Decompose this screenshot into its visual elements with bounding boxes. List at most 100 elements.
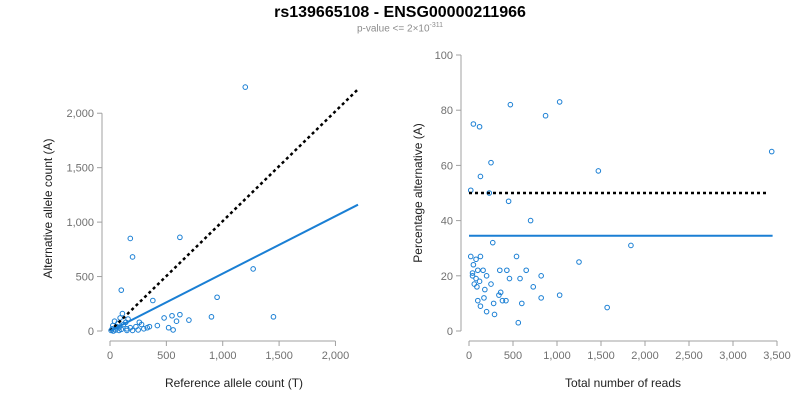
chart-panel-1: 0 500 1,000 1,500 2,000 0 500 1,000 1,500 2,000 Re… — [41, 84, 359, 390]
data-point — [489, 239, 496, 246]
data-point — [488, 281, 494, 287]
data-point — [124, 326, 130, 332]
data-point — [124, 327, 130, 334]
data-point — [519, 300, 525, 307]
data-point — [768, 148, 775, 155]
data-point — [538, 273, 544, 279]
data-point — [471, 281, 478, 287]
data-point — [119, 310, 126, 317]
data-point — [186, 317, 192, 323]
y-axis-label: Percentage alternative (A) — [411, 123, 425, 262]
data-point — [208, 314, 215, 320]
x-tick-label: 2,000 — [322, 350, 350, 362]
data-point — [108, 327, 114, 334]
data-point — [475, 267, 481, 274]
data-point — [527, 217, 534, 224]
y-tick-label: 20 — [441, 271, 453, 283]
data-point — [507, 101, 514, 108]
data-point — [141, 326, 147, 332]
x-tick-label: 1,500 — [265, 350, 293, 362]
data-point — [523, 267, 530, 274]
data-point — [483, 273, 490, 279]
data-point — [470, 261, 477, 268]
x-axis-label: Reference allele count (T) — [165, 376, 303, 390]
data-point — [161, 315, 167, 321]
data-point — [477, 253, 484, 260]
data-point — [515, 319, 522, 326]
data-point — [538, 295, 544, 301]
x-tick-label: 0 — [107, 350, 113, 362]
data-point — [477, 173, 484, 180]
data-point — [517, 275, 523, 282]
data-point — [530, 284, 537, 290]
fit-line — [109, 203, 359, 332]
data-point — [504, 267, 510, 274]
data-point — [173, 318, 180, 325]
data-point — [270, 314, 277, 320]
x-tick-label: 1,000 — [209, 350, 237, 362]
data-point — [476, 278, 483, 285]
data-point — [129, 254, 136, 260]
y-tick-label: 0 — [88, 326, 94, 338]
data-point — [483, 308, 490, 315]
data-point — [576, 259, 582, 265]
x-axis-label: Total number of reads — [565, 376, 681, 390]
data-point — [170, 327, 176, 333]
data-point — [595, 168, 602, 174]
data-point — [117, 315, 123, 321]
data-point — [604, 304, 610, 311]
data-point — [154, 322, 161, 329]
data-point — [127, 235, 134, 242]
data-point — [473, 256, 479, 263]
y-tick-label: 1,500 — [66, 163, 94, 175]
y-axis-label: Alternative allele count (A) — [41, 138, 55, 278]
data-point — [470, 121, 477, 127]
data-point — [505, 198, 512, 205]
y-tick-label: 100 — [435, 50, 453, 62]
data-point — [177, 311, 183, 318]
y-tick-label: 80 — [441, 105, 453, 117]
data-point — [497, 267, 503, 274]
y-tick-label: 0 — [447, 326, 453, 338]
data-point — [486, 190, 493, 196]
chart-title: rs139665108 - ENSG00000211966 — [274, 4, 526, 21]
data-point — [473, 275, 479, 282]
data-point — [475, 297, 481, 304]
x-tick-label: 2,000 — [631, 350, 659, 362]
data-point — [214, 294, 220, 301]
x-tick-label: 3,000 — [719, 350, 747, 362]
data-point — [490, 300, 497, 307]
data-point — [469, 270, 476, 276]
data-point — [169, 312, 175, 319]
data-point — [474, 284, 480, 290]
data-point — [469, 273, 476, 279]
data-point — [133, 323, 139, 330]
reference-line — [109, 88, 359, 332]
x-tick-label: 500 — [157, 350, 175, 362]
y-tick-label: 2,000 — [66, 108, 94, 120]
data-point — [477, 303, 484, 309]
data-point — [503, 297, 509, 304]
data-point — [250, 266, 256, 272]
y-tick-label: 60 — [441, 160, 453, 172]
data-point — [499, 297, 506, 304]
data-point — [165, 324, 172, 331]
data-point — [467, 253, 474, 260]
data-point — [497, 289, 504, 296]
data-point — [491, 311, 498, 318]
x-tick-label: 1,000 — [543, 350, 571, 362]
data-point — [476, 123, 483, 130]
data-point — [506, 275, 513, 282]
y-tick-label: 40 — [441, 216, 453, 228]
x-tick-label: 2,500 — [675, 350, 703, 362]
x-tick-label: 500 — [504, 350, 522, 362]
data-point — [496, 292, 502, 298]
data-point — [129, 327, 136, 334]
y-tick-label: 500 — [76, 272, 94, 284]
chart-panel-2: 0 20 40 60 80 100 0 500 1,000 1,500 2,000 2,500 3,00… — [411, 50, 791, 390]
subtitle-text: p-value <= 2×10 — [356, 23, 430, 35]
data-point — [480, 267, 486, 274]
x-tick-label: 1,500 — [587, 350, 615, 362]
data-point — [150, 297, 156, 304]
